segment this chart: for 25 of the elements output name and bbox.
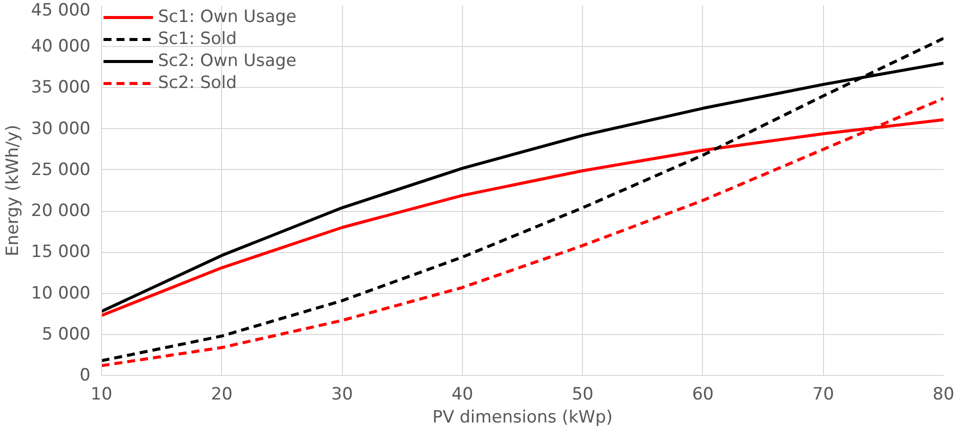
legend-label: Sc2: Own Usage <box>158 51 297 71</box>
legend-label: Sc2: Sold <box>158 73 237 93</box>
y-axis-title: Energy (kWh/y) <box>3 124 24 256</box>
legend-label: Sc1: Sold <box>158 29 237 49</box>
x-tick-label: 80 <box>932 384 954 404</box>
y-tick-label: 15 000 <box>31 242 90 262</box>
x-tick-label: 10 <box>90 384 112 404</box>
x-tick-label: 30 <box>331 384 353 404</box>
x-tick-label: 70 <box>812 384 834 404</box>
x-tick-label: 50 <box>572 384 594 404</box>
y-tick-label: 40 000 <box>31 36 90 57</box>
line-series <box>102 96 944 368</box>
y-tick-label: 10 000 <box>31 283 90 304</box>
y-tick-label: 30 000 <box>31 118 90 139</box>
y-tick-label: 45 000 <box>31 0 90 20</box>
y-tick-label: 35 000 <box>31 78 90 98</box>
x-tick-label: 40 <box>452 384 474 404</box>
x-tick-label: 60 <box>692 384 714 404</box>
y-tick-label: 5 000 <box>42 324 91 344</box>
y-tick-label: 20 000 <box>31 201 90 222</box>
x-axis-title: PV dimensions (kWp) <box>432 408 613 428</box>
y-tick-label: 25 000 <box>31 160 90 180</box>
x-tick-label: 20 <box>210 384 233 404</box>
legend-label: Sc1: Own Usage <box>158 7 297 27</box>
y-tick-label: 0 <box>80 366 91 386</box>
